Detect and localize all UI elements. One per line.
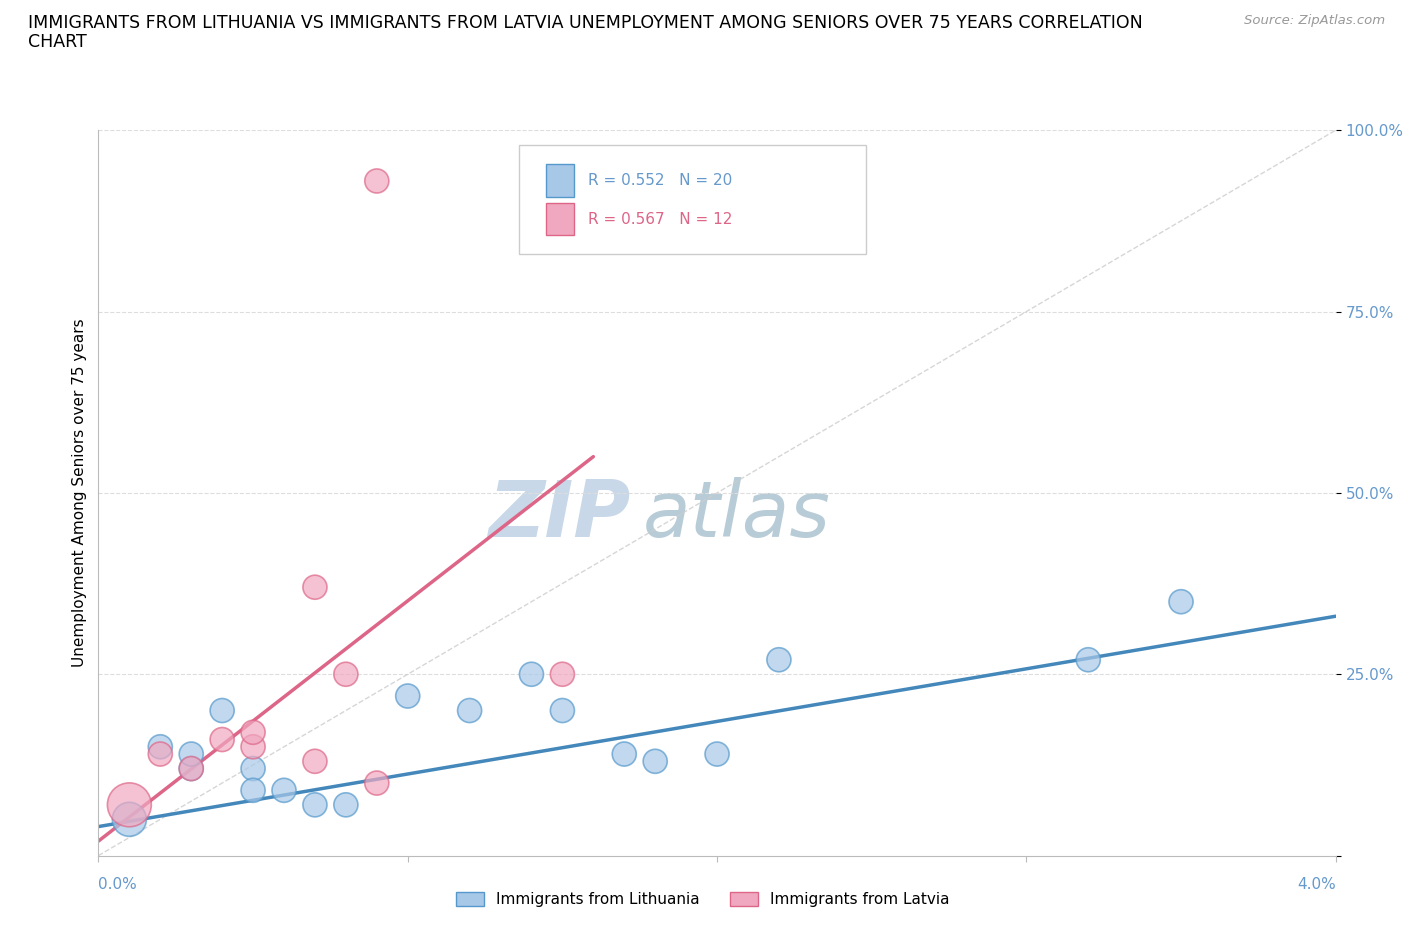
Point [180, 747, 202, 762]
Point [335, 667, 357, 682]
Point [304, 754, 326, 769]
Y-axis label: Unemployment Among Seniors over 75 years: Unemployment Among Seniors over 75 years [72, 319, 87, 667]
Text: 0.0%: 0.0% [98, 877, 138, 893]
Point [211, 732, 233, 747]
Point [304, 579, 326, 594]
Text: R = 0.567   N = 12: R = 0.567 N = 12 [588, 211, 733, 227]
Point [335, 797, 357, 812]
Point [520, 667, 543, 682]
Point [1170, 594, 1192, 609]
Point [180, 761, 202, 776]
Point [242, 761, 264, 776]
Point [242, 724, 264, 739]
Point [242, 739, 264, 754]
Point [1077, 652, 1099, 667]
Legend: Immigrants from Lithuania, Immigrants from Latvia: Immigrants from Lithuania, Immigrants fr… [450, 885, 956, 913]
Text: ZIP: ZIP [488, 477, 630, 552]
Point [149, 739, 172, 754]
Point [366, 174, 388, 189]
Text: R = 0.552   N = 20: R = 0.552 N = 20 [588, 173, 733, 188]
Point [118, 812, 141, 827]
FancyBboxPatch shape [547, 165, 574, 197]
Point [768, 652, 790, 667]
FancyBboxPatch shape [519, 145, 866, 254]
Point [149, 747, 172, 762]
Point [180, 761, 202, 776]
FancyBboxPatch shape [547, 203, 574, 235]
Point [273, 783, 295, 798]
Text: atlas: atlas [643, 477, 831, 552]
Point [458, 703, 481, 718]
Point [118, 797, 141, 812]
Text: IMMIGRANTS FROM LITHUANIA VS IMMIGRANTS FROM LATVIA UNEMPLOYMENT AMONG SENIORS O: IMMIGRANTS FROM LITHUANIA VS IMMIGRANTS … [28, 14, 1143, 32]
Point [211, 703, 233, 718]
Point [551, 667, 574, 682]
Text: CHART: CHART [28, 33, 87, 50]
Point [396, 688, 419, 703]
Point [613, 747, 636, 762]
Point [304, 797, 326, 812]
Point [644, 754, 666, 769]
Point [242, 783, 264, 798]
Point [366, 776, 388, 790]
Point [706, 747, 728, 762]
Point [551, 703, 574, 718]
Text: Source: ZipAtlas.com: Source: ZipAtlas.com [1244, 14, 1385, 27]
Text: 4.0%: 4.0% [1296, 877, 1336, 893]
